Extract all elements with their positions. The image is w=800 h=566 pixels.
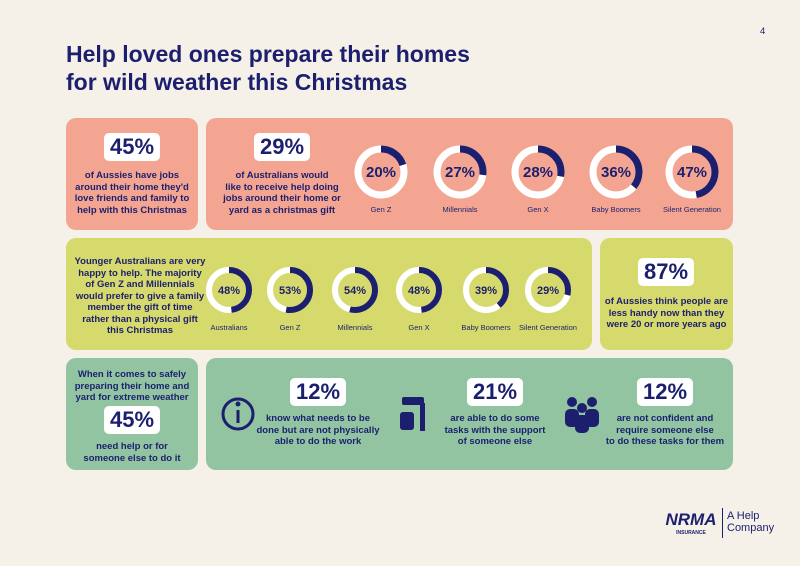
ring-arc xyxy=(206,267,252,313)
ring-arc xyxy=(665,145,719,199)
panel xyxy=(600,238,733,350)
stat: 12% xyxy=(289,378,347,406)
ring-name: Australians xyxy=(210,323,247,332)
text-line: love friends and family to xyxy=(74,193,190,204)
text-line: less handy now than they xyxy=(608,307,725,319)
text: are able to do some tasks with the suppor… xyxy=(425,413,565,448)
text-line: for wild weather this Christmas xyxy=(66,69,408,95)
logo: NRMA INSURANCE xyxy=(662,510,720,536)
ring-label: 48% xyxy=(408,285,430,297)
text-line: are not confident and xyxy=(616,413,714,424)
text: When it comes to safely preparing their h… xyxy=(66,369,198,404)
text-line: Help loved ones prepare their homes xyxy=(66,41,470,67)
text-line: to do these tasks for them xyxy=(605,436,725,447)
text-line: require someone else xyxy=(616,424,714,436)
text-line: When it comes to safely xyxy=(77,369,187,380)
ring-arc xyxy=(525,267,571,313)
text-line: member the gift of time xyxy=(87,302,193,313)
ring-name: Gen Z xyxy=(371,205,392,214)
text: Younger Australians are very happy to hel… xyxy=(70,256,210,337)
text-line: Company xyxy=(727,522,775,534)
text-line: around their home they'd xyxy=(75,181,189,193)
text: need help or for someone else to do it xyxy=(66,441,198,464)
text-line: of Aussies have jobs xyxy=(84,170,180,181)
text-line: this Christmas xyxy=(107,325,173,336)
ring-arc xyxy=(354,145,408,199)
text-line: were 20 or more years ago xyxy=(606,319,727,330)
text-line: like to receive help doing xyxy=(225,181,339,193)
ring-arc xyxy=(267,267,313,313)
ring-name: Baby Boomers xyxy=(591,205,640,214)
logo-tagline: A Help Company xyxy=(727,510,774,534)
logo-brand: NRMA xyxy=(665,510,717,529)
tools-icon xyxy=(400,397,425,431)
text: are not confident and require someone els… xyxy=(595,413,735,448)
ring-label: 39% xyxy=(475,285,497,297)
logo-divider xyxy=(722,508,723,538)
text-line: rather than a physical gift xyxy=(82,313,198,325)
text-line: able to do the work xyxy=(274,436,362,447)
text-line: done but are not physically xyxy=(256,424,380,436)
ring-arc xyxy=(511,145,565,199)
stat: 87% xyxy=(637,258,695,286)
ring-label: 53% xyxy=(279,285,301,297)
text-line: would prefer to give a family xyxy=(75,290,205,302)
people-icon xyxy=(565,397,599,433)
text: know what needs to be done but are not ph… xyxy=(248,413,388,448)
text-line: happy to help. The majority xyxy=(78,267,202,279)
ring-arc xyxy=(396,267,442,313)
stat: 29% xyxy=(253,133,311,161)
text-line: jobs around their home or xyxy=(223,193,341,204)
stat: 45% xyxy=(103,406,161,434)
ring-name: Gen Z xyxy=(280,323,301,332)
stat: 45% xyxy=(103,133,161,161)
ring-arc xyxy=(589,145,643,199)
text-line: of someone else xyxy=(457,436,533,447)
ring-arc xyxy=(433,145,487,199)
text: of Australians would like to receive help… xyxy=(212,170,352,216)
ring-label: 47% xyxy=(677,164,707,181)
text-line: help with this Christmas xyxy=(77,204,187,216)
text: of Aussies think people are less handy no… xyxy=(600,296,733,331)
text-line: yard as a christmas gift xyxy=(228,204,336,216)
text-line: need help or for xyxy=(96,441,168,452)
text-line: A Help xyxy=(727,510,760,522)
text: of Aussies have jobs around their home th… xyxy=(66,170,198,216)
text-line: Younger Australians are very xyxy=(74,256,206,267)
info-icon xyxy=(221,397,255,431)
ring-label: 29% xyxy=(537,285,559,297)
ring-label: 28% xyxy=(523,164,553,181)
logo-sub: INSURANCE xyxy=(676,530,706,536)
page-number: 4 xyxy=(760,26,766,37)
text-line: of Australians would xyxy=(235,170,329,181)
text-line: preparing their home and xyxy=(74,380,190,392)
ring-label: 54% xyxy=(344,285,366,297)
text-line: yard for extreme weather xyxy=(75,392,189,403)
ring-name: Millennials xyxy=(337,323,372,332)
ring-name: Millennials xyxy=(442,205,477,214)
ring-name: Baby Boomers xyxy=(461,323,510,332)
ring-name: Silent Generation xyxy=(519,323,577,332)
text-line: know what needs to be xyxy=(266,413,370,424)
ring-arc xyxy=(332,267,378,313)
ring-label: 27% xyxy=(445,164,475,181)
ring-label: 36% xyxy=(601,164,631,181)
text-line: tasks with the support xyxy=(444,424,546,436)
text-line: of Aussies think people are xyxy=(604,296,729,307)
text-line: someone else to do it xyxy=(83,452,181,464)
stat: 21% xyxy=(466,378,524,406)
ring-label: 20% xyxy=(366,164,396,181)
ring-name: Silent Generation xyxy=(663,205,721,214)
ring-arc xyxy=(463,267,509,313)
panel xyxy=(206,358,733,470)
ring-name: Gen X xyxy=(408,323,429,332)
title: Help loved ones prepare their homes for w… xyxy=(66,40,470,96)
text-line: are able to do some xyxy=(450,413,540,424)
ring-name: Gen X xyxy=(527,205,548,214)
text-line: of Gen Z and Millennials xyxy=(85,279,195,290)
stat: 12% xyxy=(636,378,694,406)
ring-label: 48% xyxy=(218,285,240,297)
